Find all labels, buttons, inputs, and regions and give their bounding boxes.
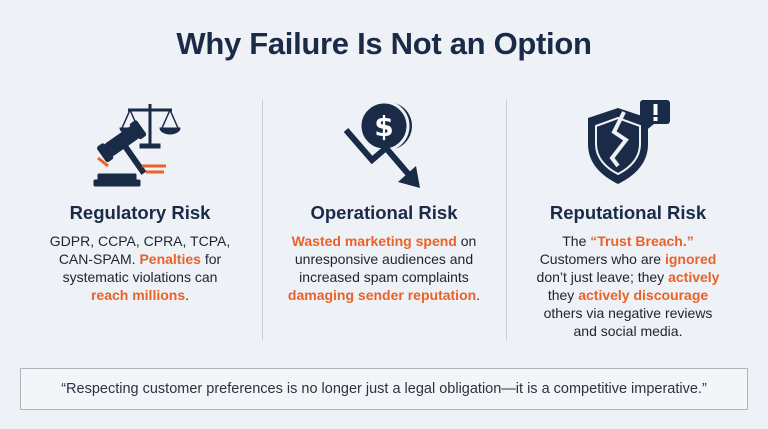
money-loss-icon: $: [343, 100, 420, 188]
text-line: increased spam complaints: [262, 268, 506, 286]
text-line: don’t just leave; they actively: [506, 268, 750, 286]
highlight-text: Wasted marketing spend: [291, 233, 457, 249]
text-line: GDPR, CCPA, CPRA, TCPA,: [18, 232, 262, 250]
text-line: they actively discourage: [506, 286, 750, 304]
highlight-text: Penalties: [139, 251, 201, 267]
body-text: CAN-SPAM.: [58, 251, 140, 267]
highlight-text: “Trust Breach.”: [590, 233, 694, 249]
body-text: unresponsive audiences and: [294, 251, 474, 267]
body-text: don’t just leave; they: [536, 269, 669, 285]
column: Regulatory Risk GDPR, CCPA, CPRA, TCPA, C…: [18, 96, 262, 304]
text-line: damaging sender reputation.: [262, 286, 506, 304]
text-line: and social media.: [506, 322, 750, 340]
text-line: systematic violations can: [18, 268, 262, 286]
text-line: reach millions.: [18, 286, 262, 304]
highlight-text: actively discourage: [578, 287, 709, 303]
body-text: GDPR, CCPA, CPRA, TCPA,: [49, 233, 231, 249]
title: Why Failure Is Not an Option: [176, 26, 592, 61]
heading: Reputational Risk: [549, 202, 707, 223]
text-line: Wasted marketing spend on: [262, 232, 506, 250]
body-text: for: [200, 251, 222, 267]
quote: “Respecting customer preferences is no l…: [61, 381, 707, 397]
body-text: systematic violations can: [62, 269, 218, 285]
heading: Regulatory Risk: [69, 202, 211, 223]
text-line: unresponsive audiences and: [262, 250, 506, 268]
column: Reputational Risk The “Trust Breach.” Cus…: [506, 96, 750, 340]
highlight-text: ignored: [664, 251, 717, 267]
body-text: The: [562, 233, 591, 249]
body-text: and social media.: [573, 323, 683, 339]
body-text: .: [185, 287, 190, 303]
text-line: The “Trust Breach.”: [506, 232, 750, 250]
text-line: others via negative reviews: [506, 304, 750, 322]
body-text: on: [456, 233, 477, 249]
body: The “Trust Breach.” Customers who are ign…: [506, 232, 750, 340]
divider: [262, 100, 263, 340]
body-text: they: [547, 287, 579, 303]
text-line: CAN-SPAM. Penalties for: [18, 250, 262, 268]
divider: [506, 100, 507, 340]
body-text: .: [476, 287, 481, 303]
broken-shield-icon: [588, 100, 670, 184]
highlight-text: actively: [668, 269, 720, 285]
highlight-text: reach millions: [90, 287, 186, 303]
body-text: Customers who are: [539, 251, 665, 267]
body-text: increased spam complaints: [299, 269, 469, 285]
highlight-text: damaging sender reputation: [287, 287, 477, 303]
body: Wasted marketing spend on unresponsive au…: [262, 232, 506, 304]
heading: Operational Risk: [310, 202, 458, 223]
body: GDPR, CCPA, CPRA, TCPA, CAN-SPAM. Penalti…: [18, 232, 262, 304]
gavel-scales-icon: [93, 104, 181, 187]
column: $ Operational Risk Wasted marketing spen…: [262, 96, 506, 304]
quote-box: “Respecting customer preferences is no l…: [20, 368, 748, 410]
svg-text:$: $: [374, 110, 393, 143]
text-line: Customers who are ignored: [506, 250, 750, 268]
body-text: others via negative reviews: [543, 305, 713, 321]
